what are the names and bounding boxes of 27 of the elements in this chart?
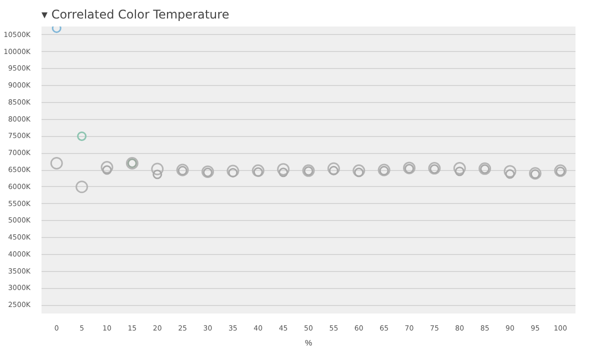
point (228, 168, 238, 178)
chart-title: ▾ Correlated Color Temperature (42, 8, 230, 22)
point (554, 164, 567, 177)
point (328, 166, 338, 176)
point (252, 164, 264, 177)
point (50, 157, 63, 170)
point (152, 170, 162, 180)
point (151, 162, 164, 176)
point (278, 168, 288, 178)
point (352, 164, 366, 177)
point (202, 168, 212, 178)
point (253, 167, 263, 177)
point (453, 162, 466, 175)
point (556, 166, 566, 176)
point (454, 166, 464, 176)
point (77, 131, 87, 141)
x-axis-title: % (304, 338, 312, 348)
point (226, 164, 240, 178)
point (505, 169, 515, 179)
point (277, 163, 290, 176)
point (100, 161, 114, 174)
point (201, 165, 214, 178)
point (354, 168, 364, 178)
point (76, 180, 88, 194)
point (504, 165, 516, 178)
point (327, 162, 340, 175)
point (102, 165, 112, 175)
